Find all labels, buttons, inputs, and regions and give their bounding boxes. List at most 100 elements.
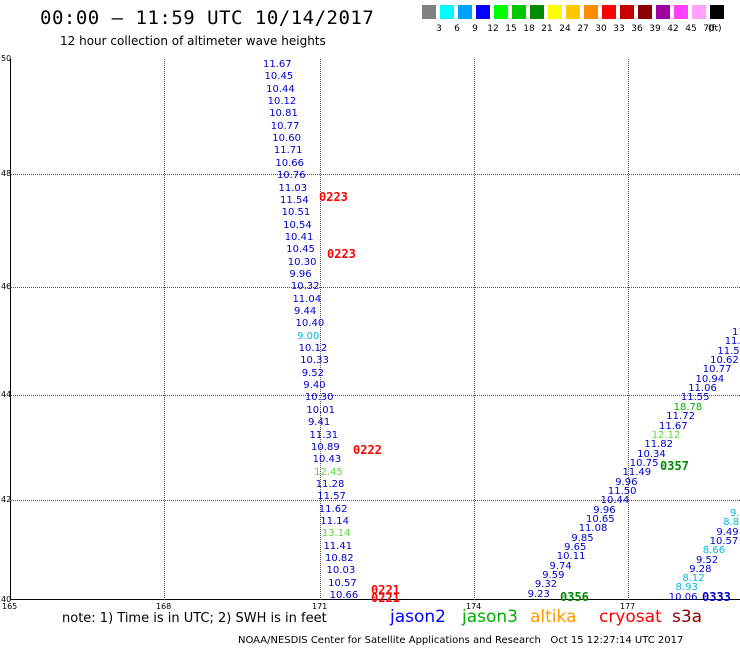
swh-value: 10.51: [281, 207, 311, 219]
swh-value: 10.75: [629, 457, 659, 469]
swh-value: 12.12: [651, 429, 681, 441]
scale-label: 39: [649, 24, 661, 34]
lat-tick-label: 42: [1, 495, 12, 504]
scale-swatch: [548, 5, 562, 19]
swh-value: 11.67: [659, 420, 688, 432]
swh-value: 9.96: [289, 268, 312, 280]
swh-value: 11.71: [273, 145, 303, 157]
scale-label: 45: [685, 24, 697, 34]
swh-value: 18.78: [673, 401, 703, 413]
mission-s3a: s3a: [672, 607, 703, 627]
scale-swatch: [494, 5, 508, 19]
lon-gridline: [164, 59, 165, 600]
swh-value: 10.89: [311, 441, 340, 453]
mission-cryosat: cryosat: [599, 607, 662, 627]
swh-value: 10.32: [290, 281, 320, 293]
swh-value: 11.31: [309, 429, 339, 441]
swh-value: 11.5: [717, 345, 740, 357]
swh-value: 9.85: [571, 532, 594, 544]
time-tag: 0221: [371, 583, 400, 597]
mission-altika: altika: [530, 607, 577, 627]
lon-tick-label: 165: [2, 602, 18, 611]
scale-label: 36: [631, 24, 643, 34]
scale-label: 15: [505, 24, 517, 34]
swh-value: 10.06: [668, 591, 698, 603]
swh-value: 10.66: [329, 590, 359, 602]
swh-value: 10.54: [283, 219, 312, 231]
scale-label: 27: [577, 24, 589, 34]
scale-swatch: [602, 5, 616, 19]
swh-value: 11.54: [280, 194, 309, 206]
swh-value: 12.45: [314, 466, 343, 478]
scale-label: 9: [472, 24, 478, 34]
scale-label: 18: [523, 24, 535, 34]
lat-tick-label: 44: [1, 390, 12, 399]
swh-value: 10.45: [264, 71, 294, 83]
swh-value: 10.66: [275, 157, 305, 169]
time-tag: 0221: [371, 591, 400, 605]
swh-value: 11.08: [578, 523, 608, 535]
scale-swatch: [458, 5, 472, 19]
swh-value: 10.77: [702, 364, 732, 376]
swh-value: 9.40: [303, 380, 326, 392]
swh-value: 10.30: [304, 392, 334, 404]
swh-value: 9.52: [696, 554, 719, 566]
mission-jason3: jason3: [462, 607, 518, 627]
lat-gridline: [10, 395, 740, 396]
swh-value: 8.66: [702, 545, 726, 557]
swh-value: 9.65: [564, 542, 587, 554]
swh-value: 11.06: [688, 383, 717, 395]
swh-value: 11.50: [607, 485, 637, 497]
swh-value: 10.57: [328, 577, 357, 589]
swh-value: 10.12: [267, 96, 297, 108]
time-tag: 0223: [319, 190, 348, 204]
swh-value: 10.57: [709, 535, 739, 547]
time-tag: 0223: [327, 247, 356, 261]
swh-value: 10.45: [286, 244, 315, 256]
swh-value: 8.8: [723, 517, 740, 529]
swh-value: 11.72: [666, 411, 695, 423]
scale-swatch: [422, 5, 436, 19]
swh-value: 9.00: [297, 330, 320, 342]
scale-swatch: [440, 5, 454, 19]
swh-value: 8.93: [675, 582, 698, 594]
swh-value: 9.96: [593, 504, 616, 516]
lat-gridline: [10, 287, 740, 288]
scale-label: 21: [541, 24, 553, 34]
timestamp-text: Oct 15 12:27:14 UTC 2017: [550, 635, 684, 646]
lon-gridline: [474, 59, 475, 600]
swh-value: 10.01: [306, 404, 336, 416]
scale-swatch: [710, 5, 724, 19]
swh-value: 10.12: [298, 343, 328, 355]
swh-value: 11.62: [318, 503, 348, 515]
swh-value: 10.43: [312, 454, 342, 466]
time-tag: 0356: [560, 590, 589, 604]
swh-value: 10.11: [556, 551, 586, 563]
swh-value: 11.: [724, 336, 740, 348]
swh-value: 10.62: [710, 355, 739, 367]
scale-label: 12: [487, 24, 499, 34]
lon-tick-label: 174: [466, 602, 482, 611]
lat-tick-label: 50: [1, 54, 12, 63]
scale-swatch: [692, 5, 706, 19]
swh-value: 9.49: [716, 526, 739, 538]
swh-value: 10.60: [272, 133, 301, 145]
scale-unit: (ft): [708, 24, 722, 34]
scale-swatch: [638, 5, 652, 19]
swh-value: 11.03: [278, 182, 308, 194]
swh-value: 13.14: [321, 528, 351, 540]
swh-value: 9.: [730, 508, 740, 519]
scale-swatch: [674, 5, 688, 19]
swh-value: 10.30: [287, 256, 317, 268]
swh-value: 8.12: [682, 573, 705, 585]
time-tag: 0222: [353, 443, 382, 457]
mission-jason2: jason2: [390, 607, 446, 627]
swh-value: 10.41: [284, 231, 314, 243]
swh-value: 10.44: [600, 495, 630, 507]
scale-swatch: [512, 5, 526, 19]
swh-value: 9.28: [689, 563, 712, 575]
scale-swatch: [620, 5, 634, 19]
swh-value: 10.44: [266, 83, 295, 95]
legend-note: note: 1) Time is in UTC; 2) SWH is in fe…: [62, 611, 327, 626]
swh-value: 9.59: [542, 570, 565, 582]
